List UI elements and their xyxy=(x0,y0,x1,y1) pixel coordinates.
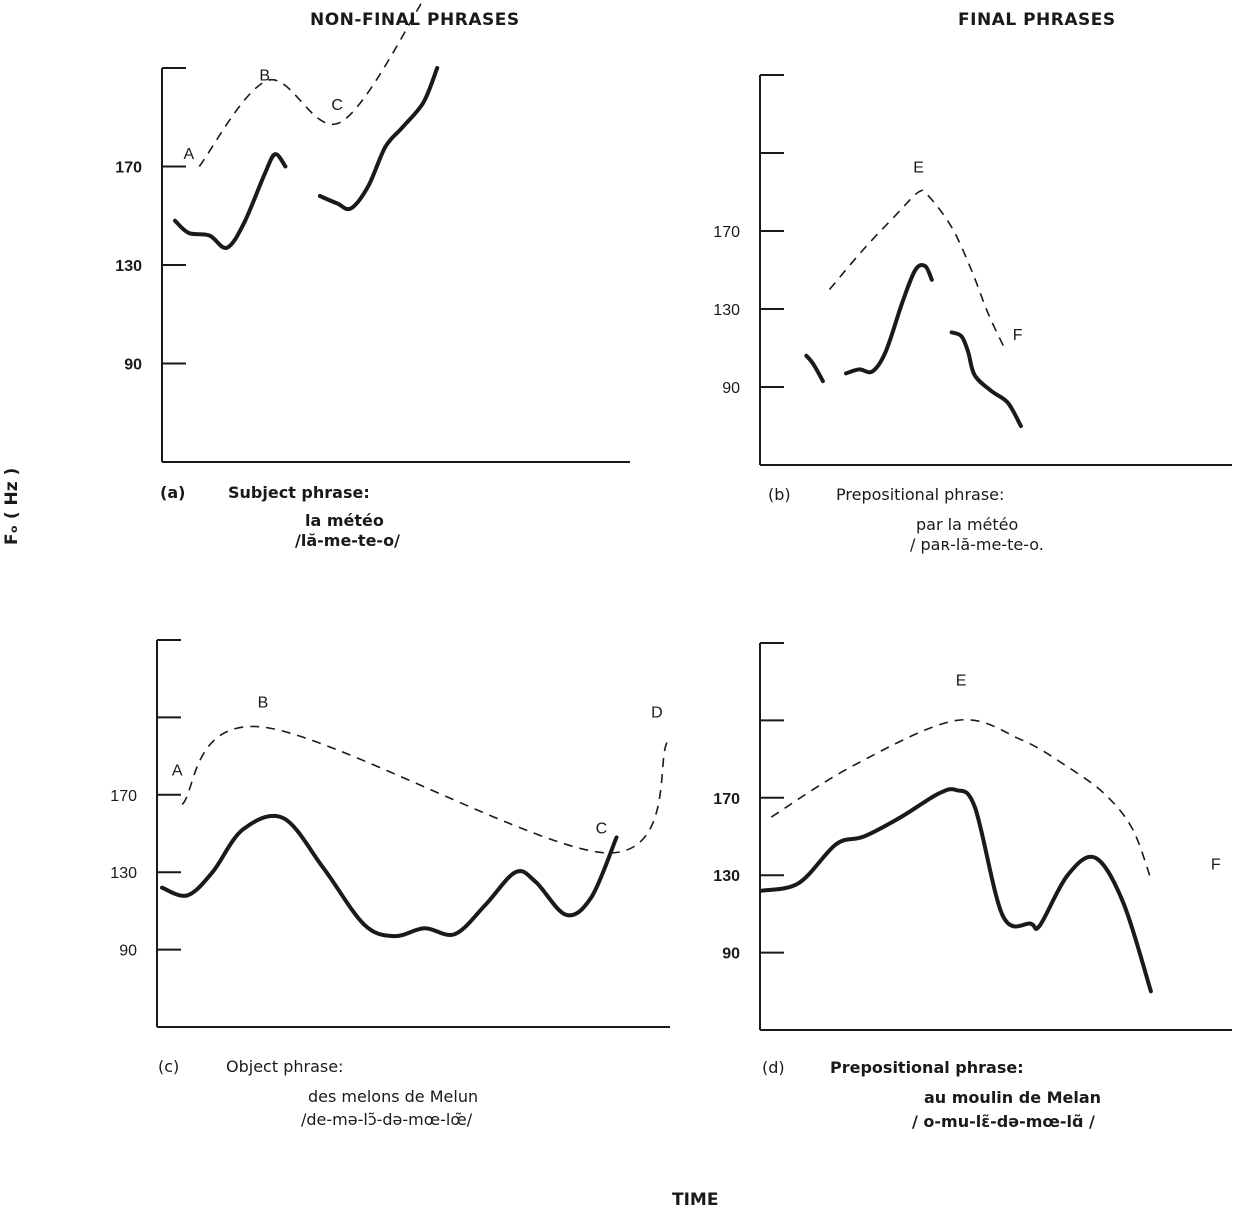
y-tick-label-a-130: 130 xyxy=(115,258,142,275)
y-tick-label-b-170: 170 xyxy=(713,224,740,241)
header-non-final: NON-FINAL PHRASES xyxy=(310,10,520,30)
f0-contour-a-0 xyxy=(173,152,288,250)
caption-b: (b) Prepositional phrase: par la météo / … xyxy=(768,485,1044,555)
caption-b-phrase: par la météo xyxy=(916,515,1019,534)
y-tick-label-a-90: 90 xyxy=(124,357,142,374)
f0-contour-b-2 xyxy=(949,330,1023,428)
caption-d-title: Prepositional phrase: xyxy=(830,1058,1024,1077)
y-tick-label-d-90: 90 xyxy=(722,946,740,963)
y-tick-label-d-130: 130 xyxy=(713,868,740,885)
y-tick-label-d-170: 170 xyxy=(713,791,740,808)
point-label-b-F: F xyxy=(1013,327,1023,344)
caption-b-title: Prepositional phrase: xyxy=(836,485,1005,504)
dashed-contour-c xyxy=(181,725,668,854)
caption-c-title: Object phrase: xyxy=(226,1057,344,1076)
caption-d-phrase: au moulin de Melan xyxy=(924,1088,1102,1107)
caption-d: (d) Prepositional phrase: au moulin de Me… xyxy=(762,1058,1101,1132)
point-label-d-E: E xyxy=(956,673,967,690)
point-label-a-C: C xyxy=(331,97,343,114)
header-final: FINAL PHRASES xyxy=(958,10,1116,30)
caption-b-letter: (b) xyxy=(768,485,791,504)
chart-c: 90 130 170 A B C D xyxy=(110,639,670,1028)
y-tick-label-a-170: 170 xyxy=(115,160,142,177)
caption-c-transcription: /de-mə-lɔ̃-də-mœ-lœ̃/ xyxy=(301,1110,473,1129)
dashed-contour-a xyxy=(198,0,425,167)
caption-a-title: Subject phrase: xyxy=(228,483,370,502)
point-label-c-A: A xyxy=(172,762,183,779)
y-tick-label-b-90: 90 xyxy=(722,380,740,397)
f0-contour-d-0 xyxy=(760,787,1153,994)
f0-contour-b-0 xyxy=(804,353,825,384)
f0-contour-b-1 xyxy=(844,263,934,376)
caption-d-letter: (d) xyxy=(762,1058,785,1077)
point-label-b-E: E xyxy=(913,160,924,177)
y-tick-label-c-90: 90 xyxy=(119,943,137,960)
caption-a-phrase: la météo xyxy=(305,511,384,530)
caption-a: (a) Subject phrase: la météo /lă-me-te-o/ xyxy=(160,483,400,551)
dashed-contour-d xyxy=(770,718,1152,880)
x-axis-label: TIME xyxy=(672,1190,719,1210)
caption-b-transcription: / paʀ-lă-me-te-o. xyxy=(910,535,1044,554)
caption-a-letter: (a) xyxy=(160,483,186,502)
point-label-a-A: A xyxy=(183,146,194,163)
dashed-contour-b xyxy=(828,189,1006,349)
point-label-a-B: B xyxy=(259,67,270,84)
caption-c-letter: (c) xyxy=(158,1057,180,1076)
point-label-c-D: D xyxy=(651,704,663,721)
caption-d-transcription: / o-mu-lɛ̃-də-mœ-lɑ̃ / xyxy=(912,1112,1095,1131)
f0-contour-a-1 xyxy=(317,66,440,212)
point-label-d-F: F xyxy=(1211,856,1221,873)
y-tick-label-b-130: 130 xyxy=(713,302,740,319)
y-tick-label-c-170: 170 xyxy=(110,788,137,805)
point-label-c-C: C xyxy=(596,821,608,838)
y-tick-label-c-130: 130 xyxy=(110,865,137,882)
point-label-c-B: B xyxy=(258,695,269,712)
f0-contour-c-0 xyxy=(160,813,619,939)
chart-d: 90 130 170 E F xyxy=(713,642,1232,1031)
chart-b: 90 130 170 E F xyxy=(713,74,1232,466)
caption-a-transcription: /lă-me-te-o/ xyxy=(295,531,400,550)
caption-c: (c) Object phrase: des melons de Melun /d… xyxy=(158,1057,478,1130)
caption-c-phrase: des melons de Melun xyxy=(308,1087,479,1106)
